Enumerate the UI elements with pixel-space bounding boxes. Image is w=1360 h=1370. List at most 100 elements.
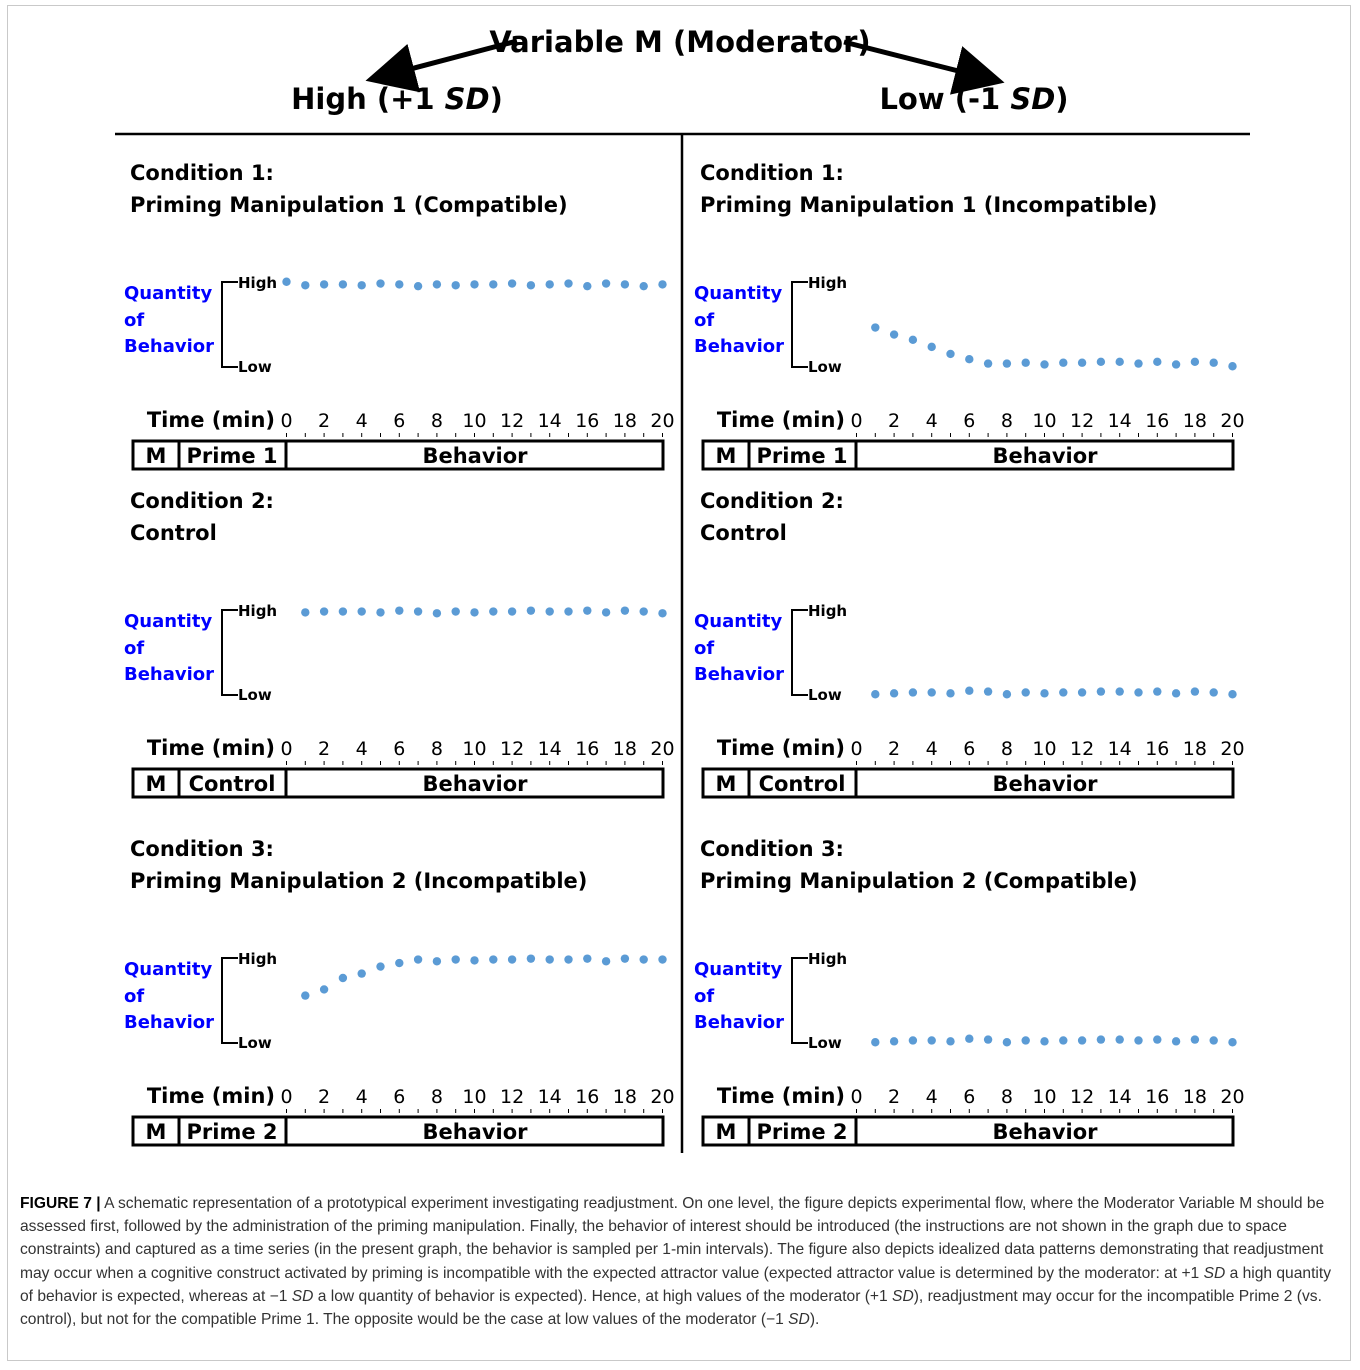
time-tick-label: 6: [963, 738, 975, 760]
data-point: [545, 607, 554, 616]
data-point: [376, 279, 385, 288]
data-point: [564, 279, 573, 288]
data-point: [319, 280, 329, 289]
time-tick-label: 10: [1032, 410, 1056, 432]
data-point: [1190, 687, 1200, 696]
y-axis-label-line: Quantity: [124, 283, 212, 304]
data-point: [639, 281, 648, 291]
time-tick-label: 2: [318, 738, 330, 760]
data-point: [1134, 1036, 1143, 1045]
data-point: [927, 342, 936, 352]
flow-behavior: Behavior: [422, 1120, 528, 1144]
time-tick-label: 2: [888, 738, 900, 760]
time-tick-label: 18: [613, 410, 637, 432]
time-tick-label: 8: [1001, 738, 1013, 760]
data-point: [413, 607, 423, 616]
condition-description: Priming Manipulation 2 (Compatible): [700, 869, 1138, 893]
moderator-title: Variable M (Moderator): [489, 25, 870, 59]
data-point: [319, 607, 329, 616]
condition-title: Condition 3:: [700, 837, 844, 861]
time-tick-label: 16: [575, 738, 599, 760]
caption-label: FIGURE 7 |: [20, 1195, 101, 1212]
data-point: [658, 955, 667, 964]
time-tick-label: 10: [1032, 738, 1056, 760]
y-axis-low-label: Low: [238, 1034, 272, 1052]
y-axis-label-line: Behavior: [124, 336, 214, 357]
flow-behavior: Behavior: [992, 444, 1098, 468]
data-point: [1077, 688, 1087, 697]
panel-low-c1: Condition 1: Priming Manipulation 1 (Inco…: [694, 161, 1245, 471]
y-axis-bracket: [221, 281, 238, 368]
time-tick-label: 10: [1032, 1086, 1056, 1108]
data-point: [1002, 1038, 1012, 1047]
time-tick-label: 6: [393, 410, 405, 432]
time-axis-label: Time (min): [147, 736, 275, 760]
flow-manipulation: Prime 1: [757, 444, 848, 468]
y-axis-low-label: Low: [808, 358, 842, 376]
data-point: [564, 607, 573, 616]
data-point: [395, 280, 404, 289]
data-point: [946, 349, 955, 359]
time-tick-label: 0: [850, 1086, 862, 1108]
data-point: [357, 281, 366, 290]
data-point: [1077, 358, 1087, 367]
data-point: [889, 330, 899, 339]
data-point: [946, 689, 955, 698]
data-point: [545, 280, 554, 289]
flow-moderator: M: [716, 444, 737, 468]
condition-title: Condition 1:: [700, 161, 844, 185]
time-tick-label: 14: [1108, 738, 1132, 760]
data-point: [432, 609, 442, 618]
y-axis-low-label: Low: [808, 1034, 842, 1052]
y-axis-label-line: Quantity: [694, 283, 782, 304]
data-point: [545, 955, 554, 964]
data-point: [1153, 687, 1162, 696]
data-point: [946, 1037, 955, 1046]
flow-behavior: Behavior: [992, 1120, 1098, 1144]
flow-bar: [701, 1115, 1235, 1147]
flow-moderator: M: [146, 1120, 167, 1144]
data-point: [1228, 362, 1237, 371]
panel-low-c2: Condition 2: Control Quantity of Behavior Hig…: [694, 489, 1245, 799]
time-tick-label: 8: [1001, 1086, 1013, 1108]
y-axis-label-line: Behavior: [694, 1012, 784, 1033]
y-axis-high-label: High: [238, 274, 277, 292]
time-tick-label: 14: [538, 1086, 562, 1108]
data-point: [965, 1034, 974, 1043]
data-point: [395, 606, 404, 615]
condition-description: Control: [700, 521, 787, 545]
y-axis-bracket: [221, 609, 238, 696]
data-point: [507, 607, 517, 616]
time-tick-label: 8: [1001, 410, 1013, 432]
y-axis-high-label: High: [808, 274, 847, 292]
flow-bar: [131, 767, 665, 799]
y-axis-low-label: Low: [238, 686, 272, 704]
data-point: [432, 280, 442, 289]
data-point: [301, 608, 310, 617]
data-point: [413, 281, 423, 291]
flow-manipulation: Control: [759, 772, 846, 796]
data-point: [507, 955, 517, 964]
data-point: [658, 609, 667, 618]
y-axis-bracket: [791, 957, 808, 1044]
time-tick-label: 20: [650, 738, 674, 760]
data-point: [507, 279, 517, 288]
data-point: [601, 608, 611, 617]
data-point: [871, 1038, 880, 1047]
data-point: [1190, 1035, 1200, 1044]
y-axis-bracket: [791, 609, 808, 696]
arrow-left: [365, 38, 518, 93]
condition-title: Condition 3:: [130, 837, 274, 861]
data-point: [395, 958, 404, 968]
data-point: [1209, 688, 1218, 697]
condition-title: Condition 2:: [130, 489, 274, 513]
y-axis-label-line: Quantity: [694, 959, 782, 980]
data-point: [470, 956, 479, 965]
data-point: [338, 607, 348, 616]
data-point: [1228, 690, 1237, 699]
data-point: [983, 359, 993, 368]
time-tick-label: 8: [431, 1086, 443, 1108]
y-axis-label-line: of: [124, 310, 144, 331]
time-tick-label: 2: [318, 410, 330, 432]
data-point: [1115, 687, 1124, 696]
